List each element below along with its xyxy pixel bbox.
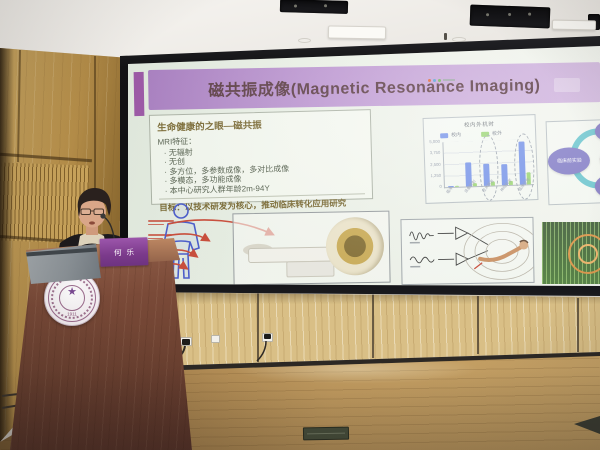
matrix-coil-image <box>542 222 600 284</box>
chart-ytick: 2,500 <box>430 162 442 167</box>
chart-ytick: 5,000 <box>429 139 441 145</box>
power-plug <box>264 334 271 339</box>
ceiling-sensor <box>452 37 466 42</box>
chart-xlabels: 临床 设备研制 技术研发 神经科学 临床应用 <box>444 178 534 203</box>
sprinkler-icon <box>444 33 447 40</box>
scarf <box>78 232 106 247</box>
red-annotation-marks <box>148 220 176 228</box>
chart-bar <box>455 185 460 187</box>
slide-title: 磁共振成像(Magnetic Resonance Imaging) <box>208 77 541 100</box>
slide-accent-bar <box>133 71 145 117</box>
signal-diagram <box>400 216 535 286</box>
machine-hours-chart: 校内外机时 校内 校外 5,000 3,750 2,500 1,250 0 临床 设备研制技… <box>422 114 539 204</box>
presentation-slide: 磁共振成像(Magnetic Resonance Imaging) 生命健康的之… <box>128 46 600 286</box>
power-plug <box>182 339 190 345</box>
red-annotation-marks <box>148 234 176 242</box>
slide-logo-icon <box>428 76 456 84</box>
emblem-year: 1911 <box>67 312 77 317</box>
laptop <box>26 244 101 284</box>
chart-ytick: 3,750 <box>430 151 441 156</box>
chart-ytick: 1,250 <box>430 173 442 179</box>
stage-wall <box>122 292 600 367</box>
chart-yticks: 5,000 3,750 2,500 1,250 0 <box>424 138 442 191</box>
chart-bar-group <box>515 139 534 185</box>
banner-watermark <box>554 78 580 92</box>
slide-title-banner: 磁共振成像(Magnetic Resonance Imaging) <box>148 62 600 110</box>
name-card: 何乐 <box>99 237 149 267</box>
emblem-star-icon: ★ <box>67 286 77 298</box>
legend-item: 校内 <box>440 130 465 141</box>
wall-outlet <box>211 335 220 343</box>
chart-ytick: 0 <box>439 184 443 190</box>
intro-text-box: 生命健康的之眼—磁共振 MRI特征： 无辐射 无创 多方位，多参数成像，多对比成… <box>148 109 374 214</box>
mri-scanner-illustration <box>232 210 391 286</box>
intro-heading: 生命健康的之眼—磁共振 <box>157 119 262 134</box>
chart-bar-group <box>443 142 462 188</box>
chart-legend: 校内 校外 <box>440 128 506 140</box>
mri-features-list: 无辐射 无创 多方位，多参数成像，多对比成像 多模态，多功能成像 本中心研究人群… <box>158 143 365 196</box>
podium <box>10 252 192 450</box>
scanner-bore-icon <box>325 216 385 276</box>
hair <box>77 188 111 217</box>
ceiling-sensor <box>298 38 311 43</box>
cycle-diagram: 临床前实验 临床 核技 神心 <box>545 118 600 206</box>
